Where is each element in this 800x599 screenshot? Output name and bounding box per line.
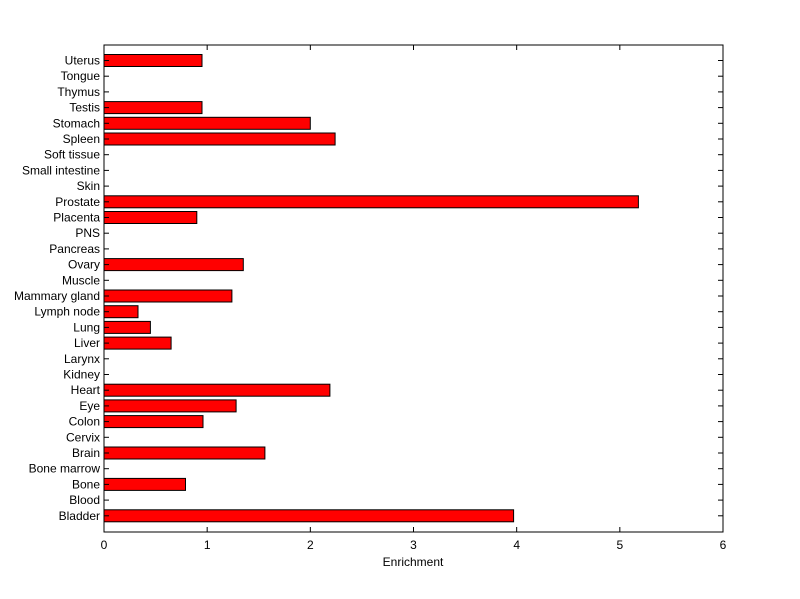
- y-tick-label: Heart: [71, 383, 101, 397]
- y-tick-label: Tongue: [61, 69, 101, 83]
- y-tick-label: Soft tissue: [44, 148, 100, 162]
- x-axis-ticks: 0 1 2 3 4 5 6: [101, 45, 727, 552]
- bar: [103, 54, 203, 67]
- bar: [103, 336, 172, 350]
- x-tick-label: 2: [307, 538, 314, 552]
- y-tick-label: Spleen: [63, 132, 100, 146]
- x-tick-label: 0: [101, 538, 108, 552]
- bar: [103, 289, 233, 303]
- y-tick-label: PNS: [75, 226, 100, 240]
- y-tick-label: Muscle: [62, 273, 100, 287]
- y-tick-label: Bone: [72, 477, 100, 491]
- bar: [103, 258, 244, 272]
- bar: [103, 383, 331, 397]
- y-tick-label: Stomach: [53, 116, 100, 130]
- y-tick-label: Thymus: [57, 85, 100, 99]
- x-tick-label: 6: [720, 538, 727, 552]
- y-tick-label: Placenta: [53, 211, 100, 225]
- bar: [103, 101, 203, 115]
- y-tick-label: Larynx: [64, 352, 100, 366]
- y-tick-label: Brain: [72, 446, 100, 460]
- y-tick-label: Pancreas: [49, 242, 100, 256]
- y-tick-label: Blood: [69, 493, 100, 507]
- bars-group: [103, 54, 639, 523]
- bar: [103, 415, 204, 429]
- y-tick-label: Skin: [77, 179, 100, 193]
- bar: [103, 211, 198, 224]
- y-tick-label: Eye: [79, 399, 100, 413]
- y-tick-label: Colon: [69, 415, 100, 429]
- bar: [103, 399, 237, 413]
- bar: [103, 446, 266, 460]
- y-tick-label: Kidney: [63, 368, 100, 382]
- y-tick-label: Bladder: [59, 509, 100, 523]
- bar: [103, 320, 151, 334]
- bar: [103, 509, 515, 523]
- y-tick-label: Small intestine: [22, 163, 100, 177]
- x-tick-label: 3: [410, 538, 417, 552]
- y-tick-label: Bone marrow: [29, 462, 101, 476]
- y-tick-label: Ovary: [68, 258, 100, 272]
- bar: [103, 116, 311, 130]
- y-tick-label: Testis: [69, 101, 100, 115]
- x-tick-label: 4: [513, 538, 520, 552]
- y-tick-label: Prostate: [55, 195, 100, 209]
- bar: [103, 477, 186, 491]
- y-tick-label: Cervix: [66, 430, 100, 444]
- x-axis-title: Enrichment: [383, 555, 444, 569]
- y-tick-label: Lung: [73, 320, 100, 334]
- y-tick-label: Liver: [74, 336, 100, 350]
- x-tick-label: 1: [204, 538, 211, 552]
- bar: [103, 305, 139, 319]
- bar: [103, 195, 639, 209]
- y-tick-label: Lymph node: [34, 305, 100, 319]
- bar: [103, 132, 336, 146]
- y-tick-label: Uterus: [65, 54, 100, 68]
- x-tick-label: 5: [616, 538, 623, 552]
- y-tick-label: Mammary gland: [14, 289, 100, 303]
